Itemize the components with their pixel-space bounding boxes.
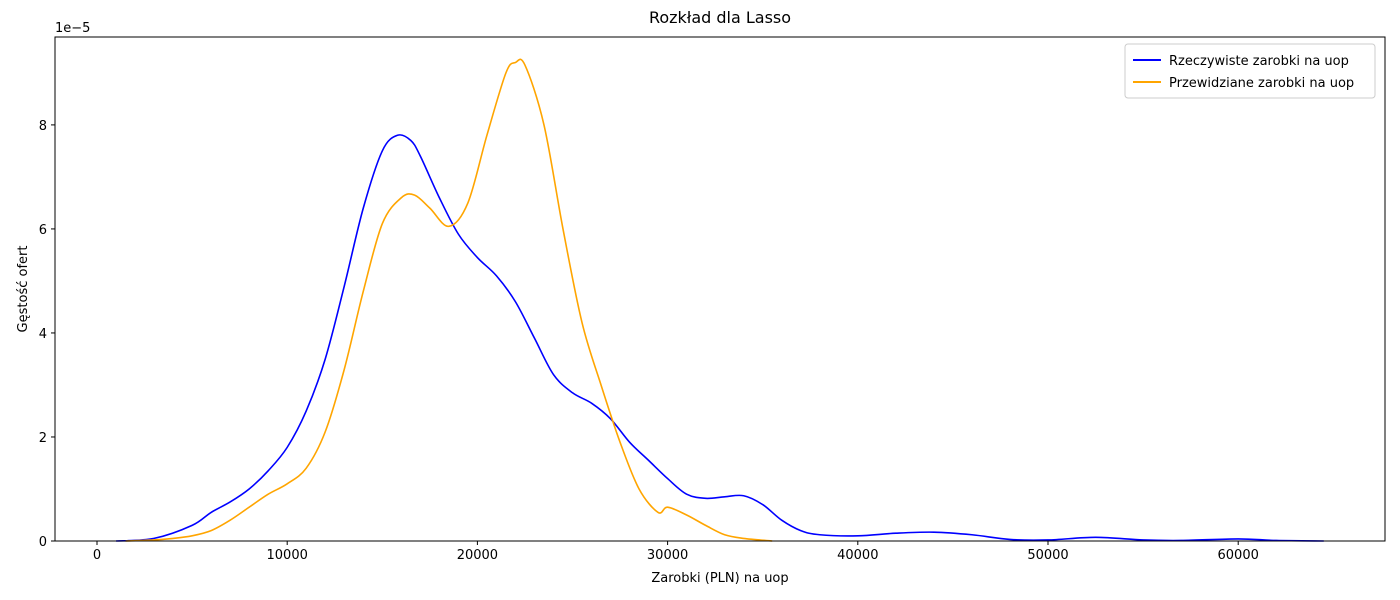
- chart-title: Rozkład dla Lasso: [649, 8, 791, 27]
- x-tick-label: 60000: [1218, 548, 1259, 563]
- y-axis-label: Gęstość ofert: [16, 246, 31, 333]
- legend-label: Przewidziane zarobki na uop: [1169, 76, 1354, 91]
- x-tick-label: 10000: [267, 548, 308, 563]
- x-tick-label: 20000: [457, 548, 498, 563]
- legend-box: [1124, 43, 1376, 99]
- legend-label: Rzeczywiste zarobki na uop: [1169, 54, 1349, 69]
- x-tick-label: 40000: [837, 548, 878, 563]
- x-tick-label: 0: [93, 548, 101, 563]
- y-tick-label: 4: [39, 327, 47, 342]
- x-tick-label: 30000: [647, 548, 688, 563]
- y-tick-label: 2: [39, 431, 47, 446]
- line-series: [125, 58, 773, 542]
- y-tick-label: 8: [39, 119, 47, 134]
- x-axis-label: Zarobki (PLN) na uop: [651, 571, 788, 586]
- y-tick-label: 6: [39, 223, 47, 238]
- plot-frame: [54, 36, 1386, 542]
- y-tick-label: 0: [39, 535, 47, 550]
- line-series: [115, 134, 1324, 542]
- x-tick-label: 50000: [1027, 548, 1068, 563]
- y-offset-label: 1e−5: [55, 21, 90, 36]
